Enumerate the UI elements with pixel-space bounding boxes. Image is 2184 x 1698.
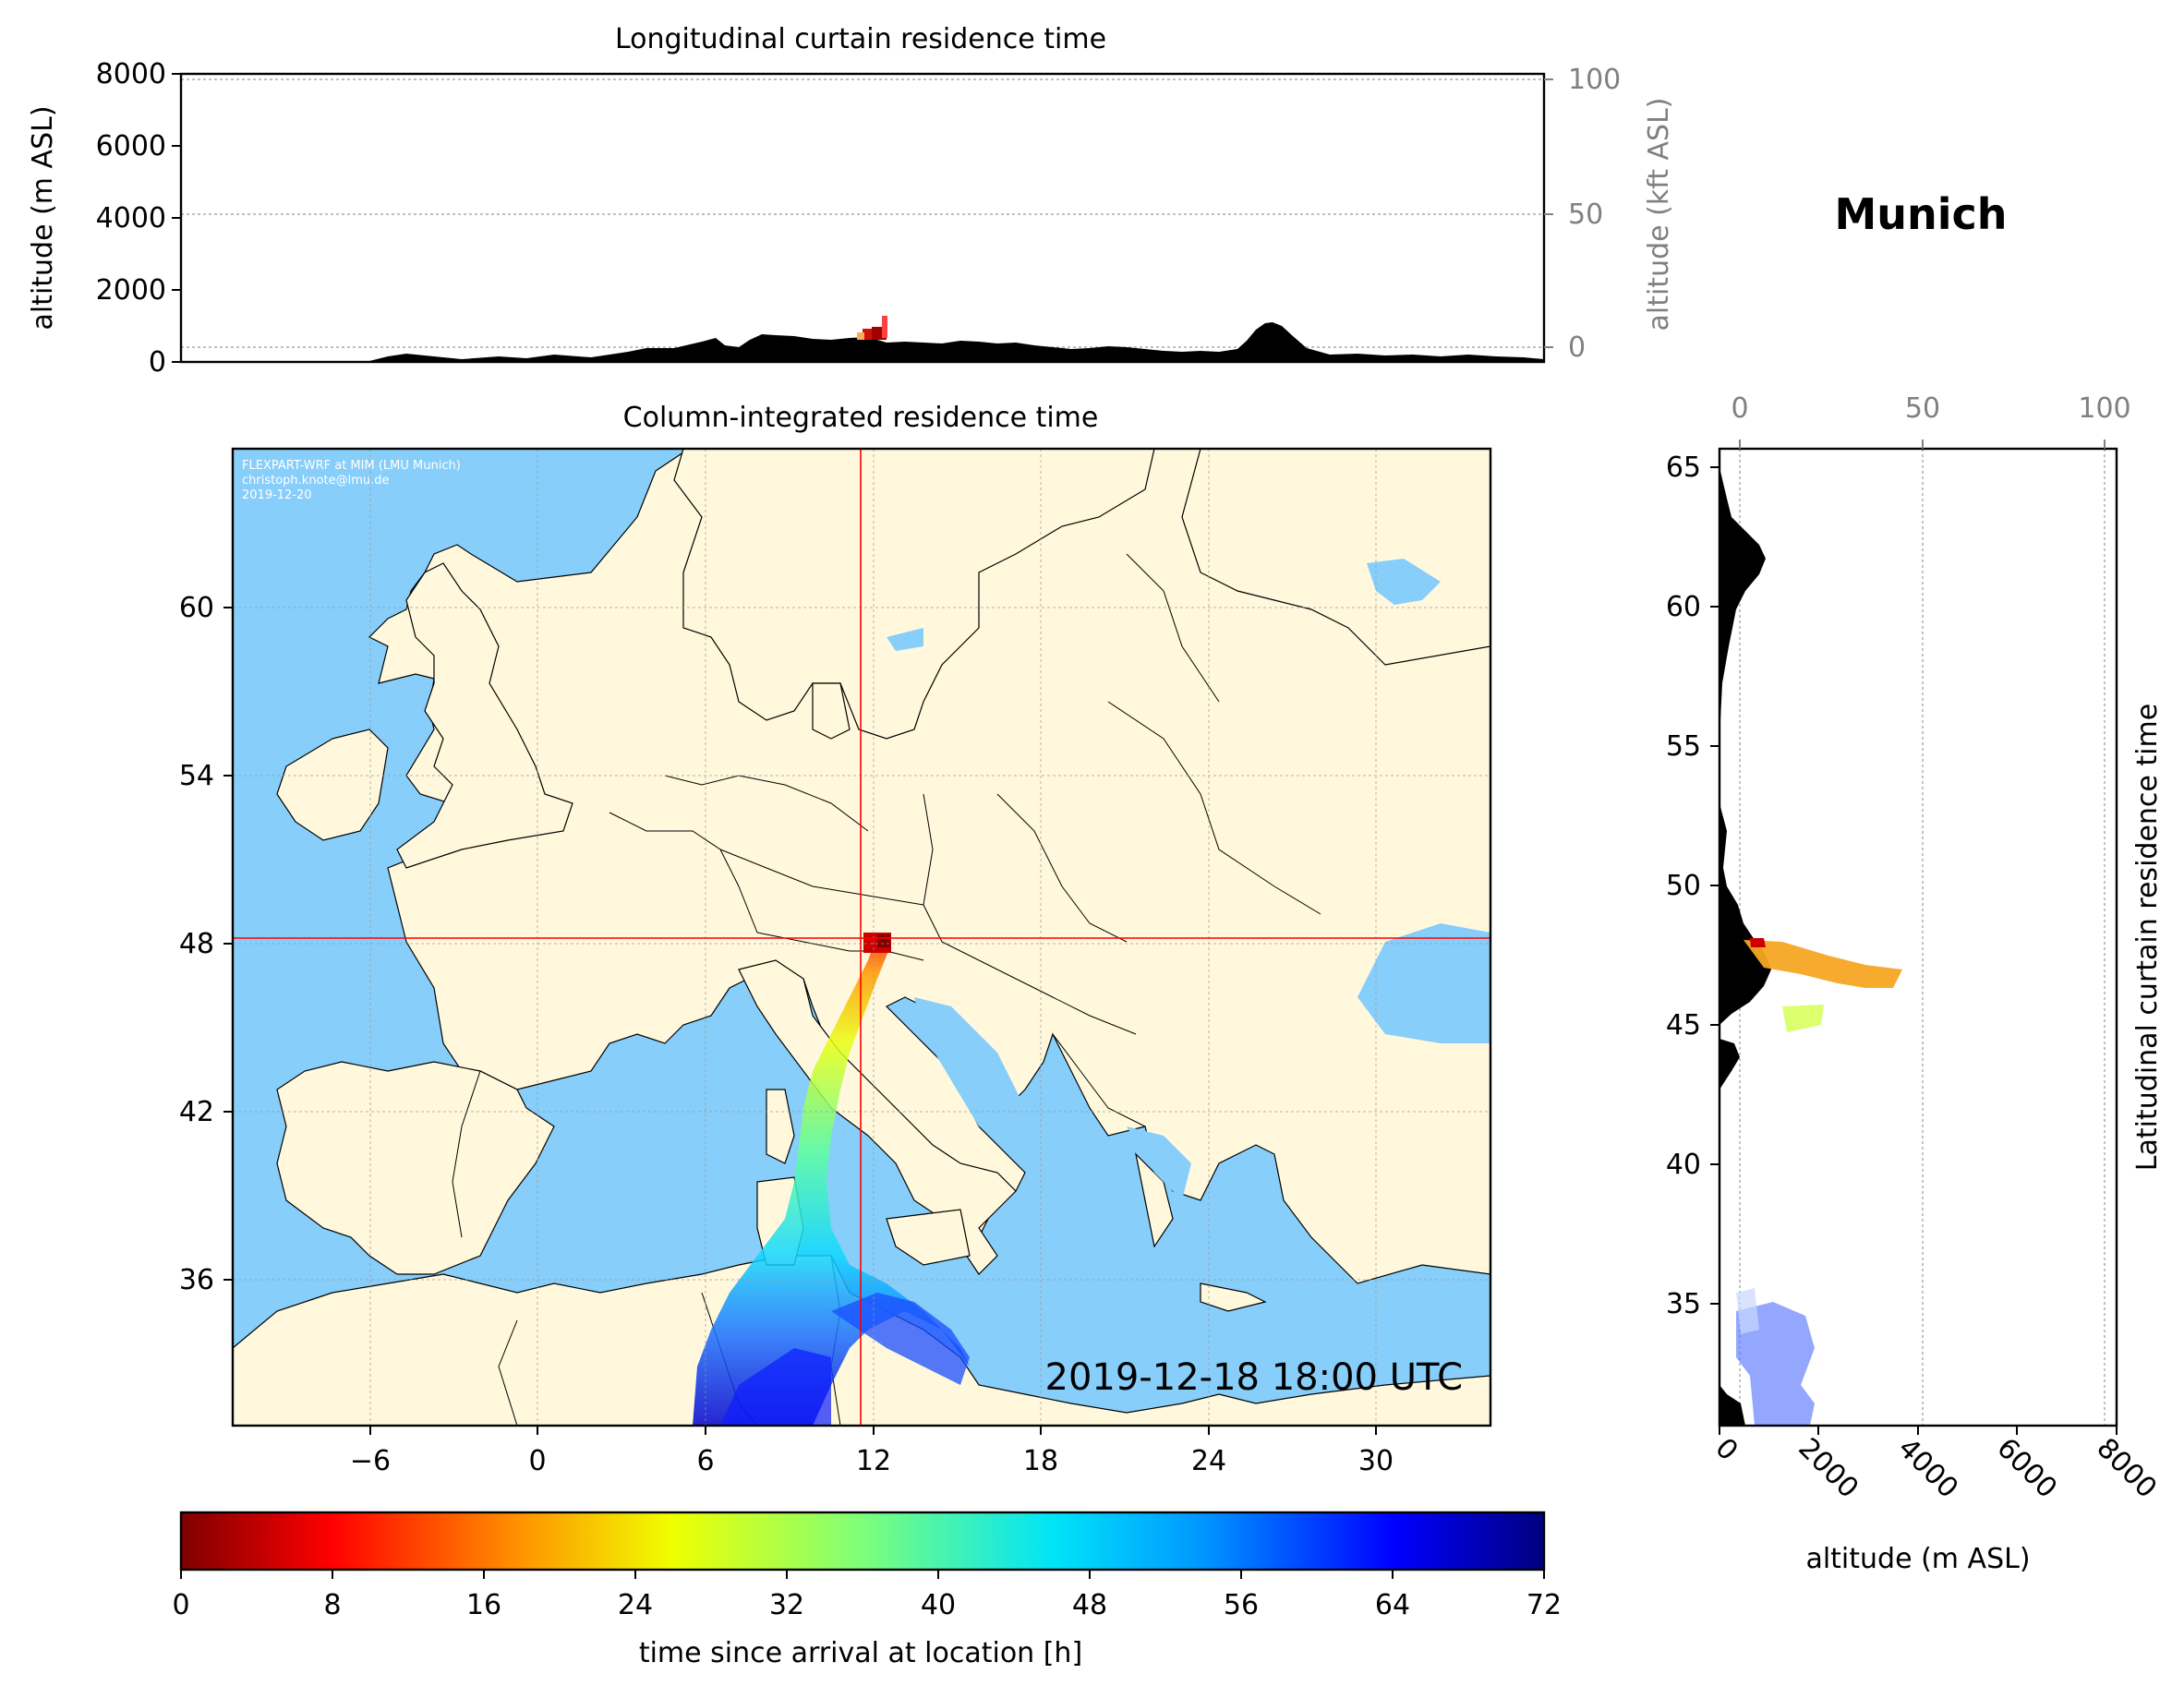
map-xtick-0: −6 (350, 1445, 391, 1477)
latitudinal-residence-marks (1736, 938, 1902, 1426)
latitudinal-gridlines (1739, 449, 2106, 1426)
latitudinal-terrain (1719, 467, 1771, 1426)
lon-ytick-4000: 4000 (96, 202, 166, 235)
map-ytick-0: 36 (179, 1264, 214, 1296)
lake-ladoga (1367, 559, 1441, 605)
lon-ytick-right-0: 0 (1568, 331, 1586, 364)
lat-ytick-45: 45 (1666, 1009, 1701, 1042)
lat-xtick-2000: 2000 (1792, 1432, 1864, 1505)
lat-xtick-4000: 4000 (1891, 1432, 1964, 1505)
longitudinal-gridlines (181, 78, 1544, 348)
map-xtick-6: 30 (1358, 1445, 1394, 1477)
lat-xtick-0: 0 (1708, 1432, 1744, 1467)
lat-ytick-60: 60 (1666, 591, 1701, 623)
lat-xtick-8000: 8000 (2090, 1432, 2163, 1505)
location-crosshair (233, 449, 1490, 1426)
cbar-tick-6: 48 (1072, 1589, 1107, 1621)
map-ytick-3: 54 (179, 760, 214, 792)
credit-text: FLEXPART-WRF at MIM (LMU Munich) christo… (242, 459, 461, 502)
cbar-tick-9: 72 (1526, 1589, 1562, 1621)
longitudinal-curtain-panel: Longitudinal curtain residence time 0 (27, 23, 1675, 379)
colorbar-gradient (179, 1511, 1546, 1572)
location-title: Munich (1834, 189, 2007, 239)
credit-line-1: FLEXPART-WRF at MIM (LMU Munich) (242, 459, 461, 473)
lat-ylabel: Latitudinal curtain residence time (2131, 704, 2164, 1171)
lat-ytick-55: 55 (1666, 730, 1701, 763)
lon-ytick-0: 0 (149, 346, 166, 379)
longitudinal-terrain (181, 322, 1544, 362)
lat-xtick-top-0: 0 (1731, 392, 1748, 425)
cbar-tick-0: 0 (172, 1589, 189, 1621)
lat-xtick-top-50: 50 (1905, 392, 1940, 425)
map-xtick-5: 24 (1191, 1445, 1226, 1477)
black-sea (1357, 923, 1490, 1043)
colorbar: 0 8 16 24 32 40 48 56 64 72 time since a… (172, 1511, 1562, 1669)
credit-line-3: 2019-12-20 (242, 488, 312, 502)
longitudinal-residence-marks (857, 316, 887, 340)
cbar-tick-3: 24 (618, 1589, 653, 1621)
map-xtick-4: 18 (1023, 1445, 1058, 1477)
cbar-tick-1: 8 (323, 1589, 341, 1621)
adriatic-sea (914, 997, 1025, 1145)
credit-line-2: christoph.knote@lmu.de (242, 474, 390, 488)
lat-ytick-35: 35 (1666, 1288, 1701, 1320)
longitudinal-panel-title: Longitudinal curtain residence time (615, 23, 1106, 55)
lon-ytick-right-50: 50 (1568, 199, 1603, 231)
cbar-tick-7: 56 (1224, 1589, 1259, 1621)
lat-xlabel: altitude (m ASL) (1805, 1543, 2030, 1575)
lat-ytick-40: 40 (1666, 1149, 1701, 1181)
map-ytick-2: 48 (179, 928, 214, 960)
map-gridlines (233, 449, 1490, 1426)
lat-ytick-50: 50 (1666, 870, 1701, 902)
cbar-tick-2: 16 (466, 1589, 501, 1621)
map-panel: Column-integrated residence time (179, 402, 1492, 1477)
lon-ylabel-right: altitude (kft ASL) (1643, 97, 1675, 331)
lat-ytick-65: 65 (1666, 452, 1701, 484)
latitudinal-curtain-panel: 35 40 45 50 55 60 65 0 50 100 0 (1666, 392, 2164, 1575)
lon-ylabel-left: altitude (m ASL) (27, 105, 59, 330)
lon-ytick-6000: 6000 (96, 130, 166, 163)
lat-xtick-top-100: 100 (2078, 392, 2130, 425)
lake-vanern (887, 628, 923, 651)
colorbar-label: time since arrival at location [h] (639, 1637, 1082, 1669)
timestamp-label: 2019-12-18 18:00 UTC (1045, 1356, 1463, 1399)
map-panel-title: Column-integrated residence time (623, 402, 1099, 434)
cbar-tick-8: 64 (1375, 1589, 1410, 1621)
map-xtick-1: 0 (528, 1445, 546, 1477)
aegean-sea (1127, 1126, 1191, 1200)
map-xtick-2: 6 (696, 1445, 714, 1477)
lat-xtick-6000: 6000 (1990, 1432, 2063, 1505)
map-xtick-3: 12 (856, 1445, 891, 1477)
lon-ytick-2000: 2000 (96, 274, 166, 307)
map-ytick-1: 42 (179, 1096, 214, 1128)
cbar-tick-5: 40 (921, 1589, 956, 1621)
lon-ytick-right-100: 100 (1568, 64, 1621, 96)
lon-ytick-8000: 8000 (96, 58, 166, 90)
map-ytick-4: 60 (179, 592, 214, 624)
cbar-tick-4: 32 (769, 1589, 804, 1621)
